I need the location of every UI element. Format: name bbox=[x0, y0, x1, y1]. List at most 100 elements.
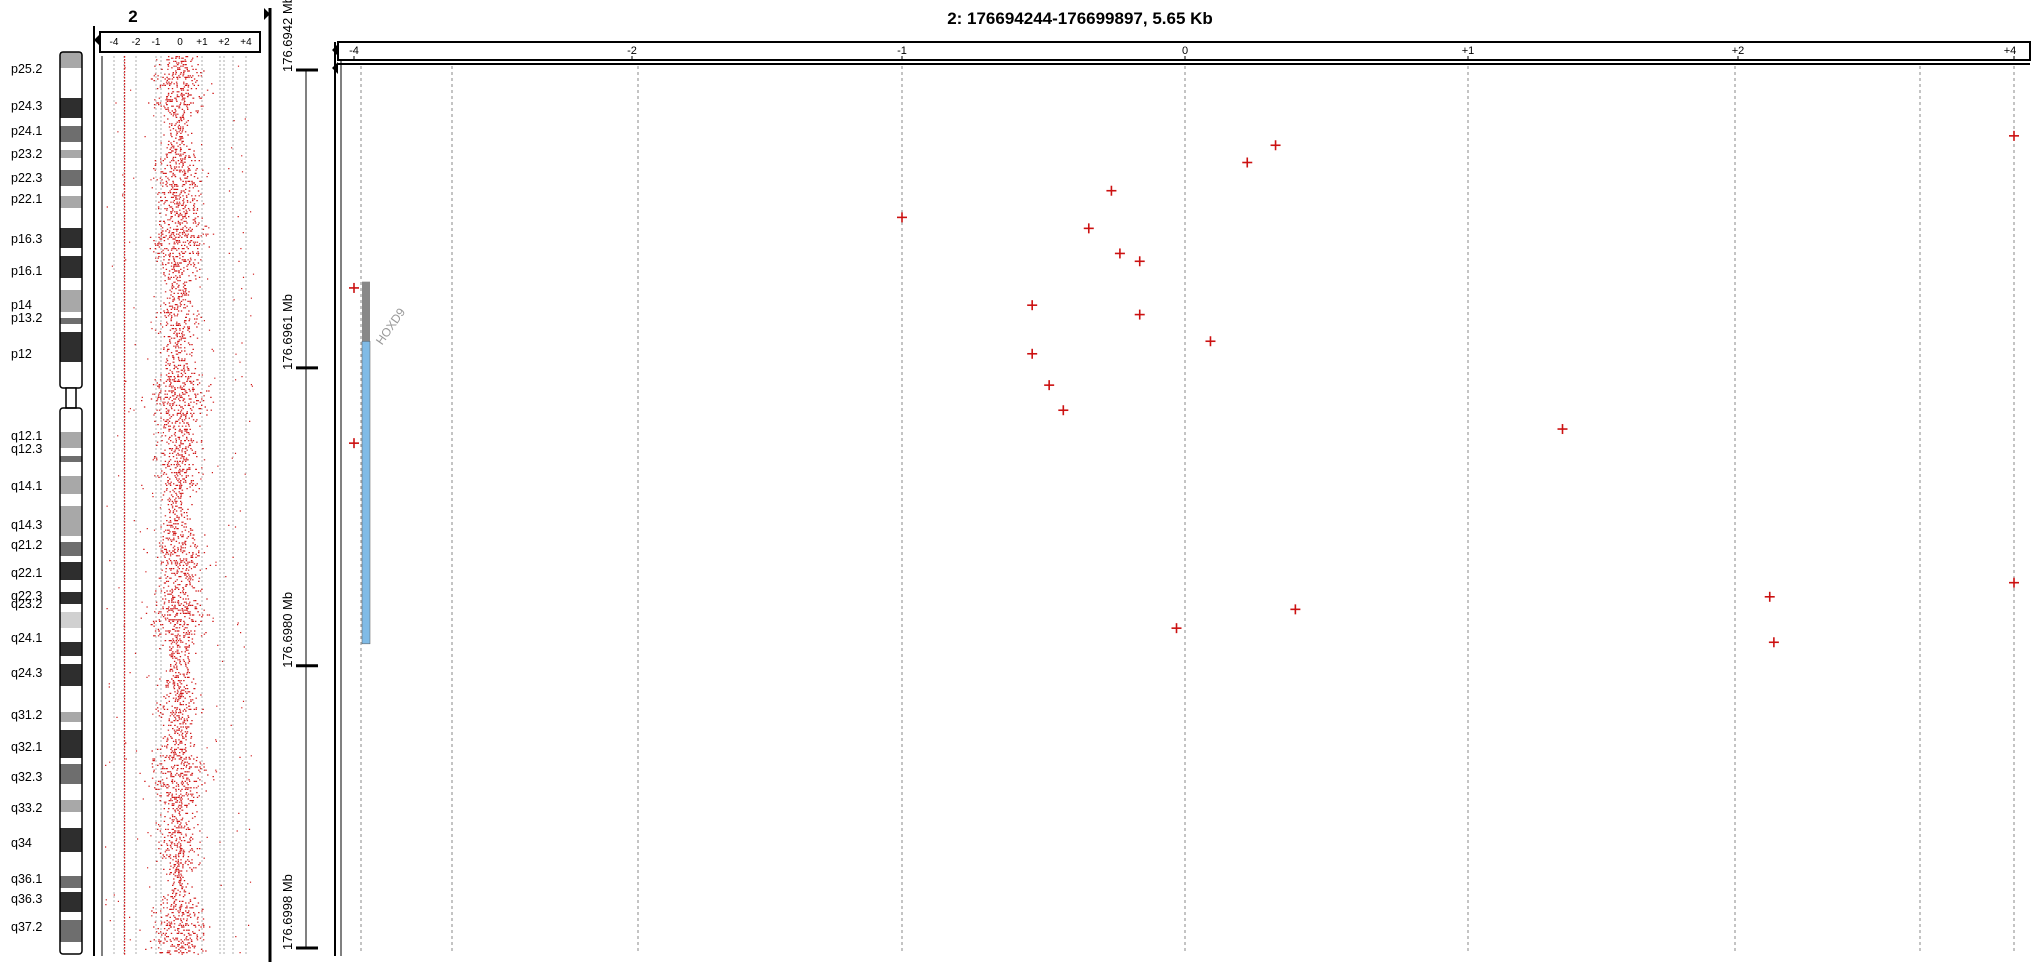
ideogram-band bbox=[60, 758, 82, 764]
ideogram-band bbox=[60, 98, 82, 118]
ideogram-band bbox=[60, 556, 82, 562]
band-label: q14.3 bbox=[11, 518, 42, 532]
ideogram-band bbox=[60, 892, 82, 912]
y-tick-label: 176.6961 Mb bbox=[280, 294, 295, 370]
ideogram-band bbox=[60, 318, 82, 324]
snp-point[interactable] bbox=[1106, 185, 1117, 196]
x-tick-label: +2 bbox=[1732, 45, 1745, 57]
ideogram-band bbox=[60, 686, 82, 712]
gene-utr-bar[interactable] bbox=[362, 281, 370, 342]
snp-point[interactable] bbox=[897, 212, 907, 223]
ideogram-band bbox=[60, 228, 82, 248]
snp-point[interactable] bbox=[1557, 424, 1568, 435]
snp-point[interactable] bbox=[1290, 604, 1301, 615]
snp-point[interactable] bbox=[1044, 380, 1055, 391]
ideogram-band bbox=[60, 312, 82, 318]
band-label: q32.1 bbox=[11, 740, 42, 754]
overview-x-tick-label: -4 bbox=[110, 37, 119, 48]
band-label: q33.2 bbox=[11, 801, 42, 815]
snp-point[interactable] bbox=[1171, 623, 1182, 634]
band-labels: p25.2 p24.3 p24.1 p23.2 p22.3 p22.1 p16.3 p16.1… bbox=[11, 62, 42, 934]
ideogram-band bbox=[60, 332, 82, 362]
overview-panel: 2 -4 -2 -1 0 +1 +2 +4 bbox=[93, 7, 272, 962]
band-label: p13.2 bbox=[11, 311, 42, 325]
ideogram-band bbox=[60, 942, 82, 954]
ideogram-band bbox=[60, 290, 82, 312]
ideogram-band bbox=[60, 324, 82, 332]
snp-point[interactable] bbox=[1114, 248, 1125, 259]
band-label: q36.1 bbox=[11, 872, 42, 886]
ideogram-band bbox=[60, 628, 82, 642]
ideogram-band bbox=[60, 712, 82, 722]
snp-point[interactable] bbox=[1083, 223, 1094, 234]
snp-point[interactable] bbox=[1134, 309, 1145, 320]
region-title: 2: 176694244-176699897, 5.65 Kb bbox=[947, 9, 1213, 28]
ideogram-band bbox=[60, 920, 82, 942]
ideogram-band bbox=[60, 278, 82, 290]
scroll-left-arrow[interactable] bbox=[94, 34, 100, 46]
x-tick-label: +4 bbox=[2004, 45, 2017, 57]
ideogram-band bbox=[60, 118, 82, 126]
band-label: q31.2 bbox=[11, 708, 42, 722]
overview-x-tick-label: +2 bbox=[218, 37, 230, 48]
band-label: q21.2 bbox=[11, 538, 42, 552]
ideogram-band bbox=[60, 664, 82, 686]
snp-point[interactable] bbox=[1764, 591, 1775, 602]
snp-point[interactable] bbox=[1027, 300, 1038, 311]
band-label: p14 bbox=[11, 298, 32, 312]
overview-x-tick-label: +1 bbox=[196, 37, 208, 48]
ideogram-centromere bbox=[65, 387, 77, 409]
snp-point[interactable] bbox=[1205, 336, 1216, 347]
ideogram-band bbox=[60, 592, 82, 604]
band-label: p22.3 bbox=[11, 171, 42, 185]
overview-x-tick-label: -1 bbox=[152, 37, 161, 48]
scroll-right-arrow[interactable] bbox=[264, 8, 270, 20]
overview-x-tick-label: 0 bbox=[177, 37, 183, 48]
ideogram-q-arm-outline bbox=[59, 407, 83, 955]
chromosome-ideogram[interactable] bbox=[59, 51, 83, 955]
chromosome-label: 2 bbox=[128, 7, 137, 26]
gene-body-bar[interactable] bbox=[361, 340, 371, 645]
ideogram-band bbox=[60, 170, 82, 186]
snp-point[interactable] bbox=[2009, 130, 2019, 141]
ideogram-panel: p25.2 p24.3 p24.1 p23.2 p22.3 p22.1 p16.3 p16.1… bbox=[11, 51, 83, 955]
snp-point[interactable] bbox=[1270, 140, 1281, 151]
overview-x-tick-label: +4 bbox=[240, 37, 252, 48]
snp-point[interactable] bbox=[1027, 348, 1038, 359]
gene-track[interactable]: HOXD9 bbox=[361, 281, 408, 645]
ideogram-band bbox=[60, 542, 82, 556]
ideogram-band bbox=[60, 642, 82, 656]
ideogram-band bbox=[60, 248, 82, 256]
snp-point[interactable] bbox=[1134, 256, 1145, 267]
ideogram-band bbox=[60, 494, 82, 506]
y-tick-label: 176.6980 Mb bbox=[280, 592, 295, 668]
band-label: q12.3 bbox=[11, 442, 42, 456]
x-tick-label: -4 bbox=[349, 45, 359, 57]
snp-point[interactable] bbox=[2009, 577, 2019, 588]
ideogram-band bbox=[60, 362, 82, 388]
ideogram-band bbox=[60, 604, 82, 612]
snp-point[interactable] bbox=[1242, 157, 1253, 168]
band-label: q22.1 bbox=[11, 566, 42, 580]
ideogram-band bbox=[60, 888, 82, 892]
ideogram-band bbox=[60, 722, 82, 730]
snp-point[interactable] bbox=[349, 282, 359, 293]
snp-point[interactable] bbox=[1058, 405, 1069, 416]
region-plot: 2: 176694244-176699897, 5.65 Kb -4 -2 -1 0 +… bbox=[280, 0, 2031, 956]
y-tick-label: 176.6998 Mb bbox=[280, 874, 295, 950]
ideogram-band bbox=[60, 828, 82, 852]
band-label: q24.1 bbox=[11, 631, 42, 645]
ideogram-band bbox=[60, 150, 82, 158]
band-label: q32.3 bbox=[11, 770, 42, 784]
gene-label: HOXD9 bbox=[373, 305, 408, 347]
band-label: p25.2 bbox=[11, 62, 42, 76]
y-axis: 176.6942 Mb 176.6961 Mb 176.6980 Mb 176.699… bbox=[280, 0, 318, 950]
snp-point[interactable] bbox=[349, 438, 359, 449]
overview-grid bbox=[113, 56, 247, 956]
x-tick-label: -1 bbox=[897, 45, 907, 57]
snp-point[interactable] bbox=[1768, 637, 1779, 648]
ideogram-band bbox=[60, 876, 82, 888]
ideogram-band bbox=[60, 580, 82, 592]
overview-snp-density bbox=[105, 56, 255, 955]
